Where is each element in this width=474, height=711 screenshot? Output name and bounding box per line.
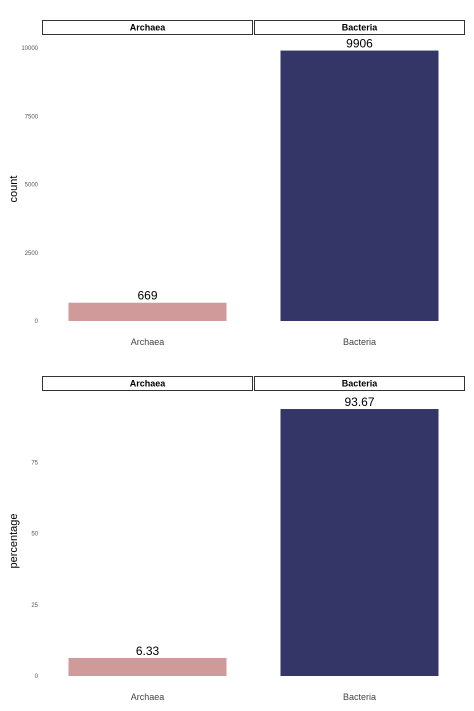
- y-tick-label: 10000: [21, 46, 38, 52]
- y-tick-label: 50: [31, 532, 38, 538]
- chart-panel-2: percentage 0 25 50 75 Archaea 6.33 Archaea Bacte…: [8, 376, 465, 702]
- y-tick-label: 25: [31, 603, 38, 609]
- facet-strip: [42, 376, 253, 391]
- bar-archaea: [68, 657, 227, 676]
- facet-strip-label: Archaea: [130, 379, 167, 389]
- y-tick-label: 75: [31, 460, 38, 466]
- chart-panel-1: count025005000750010000Archaea669Archaea…: [8, 20, 465, 347]
- facet-bacteria: Bacteria 9906 Bacteria: [254, 20, 465, 347]
- bar-bacteria: [280, 50, 439, 322]
- facet-strip: [42, 20, 253, 35]
- x-category-label: Bacteria: [343, 337, 376, 347]
- x-category-label: Bacteria: [343, 692, 376, 702]
- bar-value-label: 669: [137, 289, 157, 303]
- y-tick-label: 2500: [25, 251, 39, 257]
- y-axis-label: count: [8, 176, 20, 203]
- x-category-label: Archaea: [131, 337, 165, 347]
- x-category-label: Archaea: [131, 692, 165, 702]
- y-tick-label: 0: [35, 319, 39, 325]
- y-tick-label: 7500: [25, 114, 39, 120]
- bar-value-label: 6.33: [136, 644, 160, 658]
- y-tick-label: 5000: [25, 183, 39, 189]
- y-tick-label: 0: [35, 674, 39, 680]
- facet-strip: [254, 20, 465, 35]
- facet-bacteria: Bacteria 93.67 Bacteria: [254, 376, 465, 702]
- bar-value-label: 9906: [346, 37, 373, 51]
- facet-strip-label: Bacteria: [342, 23, 379, 33]
- facet-archaea: Archaea 669 Archaea: [42, 20, 253, 347]
- facet-archaea: Archaea 6.33 Archaea: [42, 376, 253, 702]
- bar-archaea: [68, 302, 227, 321]
- bar-bacteria: [280, 409, 439, 676]
- bar-value-label: 93.67: [344, 395, 374, 409]
- facet-strip: [254, 376, 465, 391]
- facet-strip-label: Archaea: [130, 23, 167, 33]
- y-axis-label: percentage: [8, 513, 20, 568]
- facet-strip-label: Bacteria: [342, 379, 379, 389]
